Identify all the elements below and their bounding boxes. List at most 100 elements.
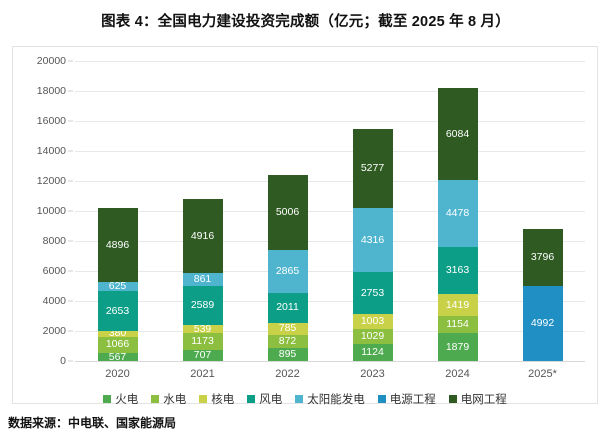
bar-segment[interactable]: 1879: [437, 332, 478, 361]
legend-label: 火电: [115, 394, 139, 406]
bar-column[interactable]: 567106638026536254896: [81, 61, 153, 361]
legend-swatch-icon: [103, 395, 112, 403]
y-axis-tick-mark: [68, 120, 73, 122]
bar-segment[interactable]: 1066: [97, 336, 138, 353]
bar-segment[interactable]: 1003: [352, 313, 393, 329]
gridline: [75, 361, 585, 362]
bar-group: 5671066380265362548967071173539258986149…: [75, 61, 585, 361]
source-note: 数据来源：中电联、国家能源局: [8, 416, 177, 430]
legend-item[interactable]: 水电: [151, 391, 186, 407]
bar-segment[interactable]: 5006: [267, 174, 308, 250]
bar-segment[interactable]: 707: [182, 350, 223, 361]
x-axis-labels: 2020 2021 2022 2023 2024 2025*: [75, 361, 585, 380]
legend-swatch-icon: [295, 395, 304, 403]
bar-segment[interactable]: 4896: [97, 208, 138, 282]
legend-item[interactable]: 电源工程: [377, 391, 436, 407]
y-axis-tick-mark: [68, 90, 73, 92]
y-axis-tick-mark: [68, 300, 73, 302]
bar-segment[interactable]: 2011: [267, 292, 308, 323]
bar-segment[interactable]: 861: [182, 273, 223, 286]
y-axis-tick-label: 0: [60, 355, 66, 367]
bar-stack: 567106638026536254896: [97, 208, 138, 361]
bar-segment[interactable]: 2589: [182, 285, 223, 325]
legend-swatch-icon: [448, 395, 457, 403]
bar-segment[interactable]: 895: [267, 347, 308, 361]
legend-item[interactable]: 核电: [199, 391, 234, 407]
legend-label: 太阳能发电: [307, 394, 365, 406]
x-axis-label: 2024: [445, 368, 470, 380]
bar-segment[interactable]: 872: [267, 334, 308, 348]
y-axis-tick-label: 20000: [36, 55, 66, 67]
bar-segment[interactable]: 4916: [182, 199, 223, 273]
x-axis-label: 2020: [105, 368, 130, 380]
bar-stack: 1124 1029 1003 2753 4316 5277: [352, 128, 393, 361]
bar-segment[interactable]: 4478: [437, 179, 478, 247]
bar-segment[interactable]: 1173: [182, 332, 223, 351]
y-axis-tick-label: 4000: [42, 295, 66, 307]
legend-item[interactable]: 电网工程: [448, 391, 507, 407]
y-axis-tick-mark: [68, 360, 73, 362]
bar-stack: 895 872 785 2011 2865 5006: [267, 174, 308, 361]
legend-swatch-icon: [151, 395, 160, 403]
bar-column[interactable]: 1879 1154 1419 3163 4478 6084: [421, 61, 493, 361]
bar-segment[interactable]: 2653: [97, 291, 138, 331]
gridline: [75, 271, 585, 272]
y-axis-tick-label: 12000: [36, 175, 66, 187]
bar-segment[interactable]: 3796: [522, 229, 563, 287]
bar-segment[interactable]: 1029: [352, 328, 393, 345]
bar-segment[interactable]: 567: [97, 352, 138, 361]
x-axis-label: 2023: [360, 368, 385, 380]
bar-segment[interactable]: 2865: [267, 249, 308, 293]
x-axis-label: 2021: [190, 368, 215, 380]
y-axis-tick-label: 2000: [42, 325, 66, 337]
legend-swatch-icon: [247, 395, 256, 403]
legend-item[interactable]: 太阳能发电: [295, 391, 365, 407]
bar-column[interactable]: 4992 3796: [506, 61, 578, 361]
y-axis-tick-label: 18000: [36, 85, 66, 97]
bar-segment[interactable]: 2753: [352, 272, 393, 314]
legend-label: 风电: [259, 394, 283, 406]
page-title: 图表 4：全国电力建设投资完成额（亿元；截至 2025 年 8 月）: [101, 14, 510, 30]
y-axis-tick-label: 8000: [42, 235, 66, 247]
legend-item[interactable]: 风电: [247, 391, 282, 407]
chart-legend: 火电 水电 核电 风电 太阳能发电 电源工程 电网工程: [13, 391, 597, 407]
gridline: [75, 91, 585, 92]
y-axis-tick-mark: [68, 330, 73, 332]
gridline: [75, 181, 585, 182]
gridline: [75, 61, 585, 62]
gridline: [75, 121, 585, 122]
gridline: [75, 241, 585, 242]
y-axis-tick-mark: [68, 60, 73, 62]
y-axis-tick-mark: [68, 270, 73, 272]
bar-segment[interactable]: 785: [267, 322, 308, 335]
y-axis-tick-label: 10000: [36, 205, 66, 217]
legend-label: 核电: [211, 394, 235, 406]
x-axis-label: 2022: [275, 368, 300, 380]
plot-area: 20000 18000 16000 14000 12000 10000 8000 6000 40…: [37, 55, 585, 380]
chart-frame: 20000 18000 16000 14000 12000 10000 8000 6000 40…: [12, 46, 598, 407]
bar-stack: 4992 3796: [522, 229, 563, 361]
bar-column[interactable]: 895 872 785 2011 2865 5006: [251, 61, 323, 361]
gridline: [75, 301, 585, 302]
y-axis-tick-label: 16000: [36, 115, 66, 127]
legend-label: 水电: [163, 394, 187, 406]
bar-segment[interactable]: 6084: [437, 88, 478, 180]
bar-segment[interactable]: 625: [97, 281, 138, 292]
bar-segment[interactable]: 1124: [352, 344, 393, 361]
bar-segment[interactable]: 4992: [522, 286, 563, 361]
bar-column[interactable]: 1124 1029 1003 2753 4316 5277: [336, 61, 408, 361]
bar-column[interactable]: 707 1173 539 2589 861 4916: [166, 61, 238, 361]
bar-segment[interactable]: 1154: [437, 315, 478, 333]
bar-segment[interactable]: 1419: [437, 294, 478, 316]
bar-segment[interactable]: 380: [97, 330, 138, 337]
bar-segment[interactable]: 4316: [352, 207, 393, 273]
gridline: [75, 331, 585, 332]
legend-item[interactable]: 火电: [103, 391, 138, 407]
y-axis-tick-label: 14000: [36, 145, 66, 157]
bar-stack: 1879 1154 1419 3163 4478 6084: [437, 88, 478, 361]
bar-segment[interactable]: 3163: [437, 246, 478, 295]
bar-segment[interactable]: 539: [182, 324, 223, 333]
bar-segment[interactable]: 5277: [352, 128, 393, 208]
gridline: [75, 211, 585, 212]
y-axis-tick-mark: [68, 240, 73, 242]
